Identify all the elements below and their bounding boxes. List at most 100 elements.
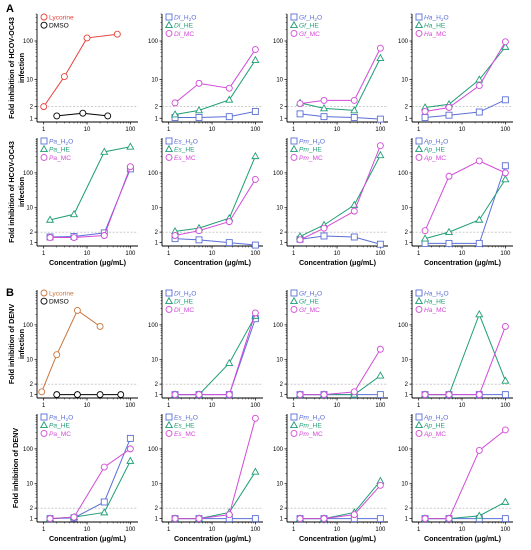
- data-point: [100, 147, 109, 155]
- legend-marker: [40, 137, 48, 145]
- data-point: [350, 207, 358, 215]
- x-tick-label: 10: [84, 403, 91, 409]
- data-point: [126, 456, 135, 464]
- data-point: [195, 113, 203, 121]
- data-point: [251, 55, 260, 63]
- legend-entry: Dl_MC: [165, 29, 194, 38]
- legend-marker: [414, 296, 424, 305]
- x-axis-label: Concentration (μg/mL): [424, 534, 502, 543]
- data-point: [113, 30, 121, 38]
- y-tick-label: 100: [273, 171, 284, 177]
- legend-label: Es_HE: [174, 423, 195, 430]
- x-tick-label: 1: [42, 527, 46, 533]
- y-axis-label: Fold inhibition of HCOV-OC43: [7, 141, 16, 243]
- y-tick-label: 1: [280, 517, 284, 523]
- legend-entry: Gf_MC: [290, 305, 320, 314]
- x-tick-label: 100: [250, 127, 261, 133]
- data-point: [194, 106, 204, 114]
- y-tick-label: 2: [405, 382, 409, 388]
- data-point: [445, 391, 453, 399]
- legend-entry: Es_HE: [164, 144, 195, 154]
- x-tick-label: 100: [250, 251, 261, 257]
- x-tick-label: 10: [459, 127, 466, 133]
- legend-marker: [40, 413, 48, 421]
- legend-label: Es_H2O: [174, 138, 198, 146]
- legend-label: Dl_MC: [174, 307, 194, 314]
- legend-label: Lycorine: [49, 290, 74, 297]
- y-tick-label: 2: [280, 506, 284, 512]
- data-point: [376, 371, 385, 379]
- y-tick-label: 10: [401, 482, 408, 488]
- legend-entry: Gf_HE: [289, 296, 319, 306]
- legend-marker: [290, 13, 298, 21]
- series-line-di_h2o: [175, 110, 256, 118]
- data-point: [501, 323, 509, 330]
- section-letter-b: B: [6, 287, 14, 299]
- data-point: [73, 391, 81, 399]
- data-point: [376, 115, 384, 123]
- data-point: [100, 232, 108, 239]
- y-tick-label: 2: [280, 382, 284, 388]
- series-line-pa_mc: [50, 166, 131, 239]
- legend-entry: Gf_HE: [289, 20, 319, 30]
- data-point: [296, 515, 304, 523]
- legend-label: Gf_HE: [299, 23, 319, 30]
- x-tick-label: 100: [500, 251, 511, 257]
- legend-label: Ap_MC: [423, 431, 446, 438]
- legend-label: Dl_HE: [174, 299, 194, 306]
- legend-marker: [164, 144, 174, 153]
- x-tick-label: 100: [250, 403, 261, 409]
- data-point: [445, 515, 453, 523]
- legend-marker: [289, 20, 299, 29]
- legend-label: Es_MC: [174, 155, 196, 162]
- series-line-pm_mc: [299, 145, 381, 241]
- legend-entry: Ha_MC: [415, 29, 447, 38]
- legend-marker: [290, 29, 298, 37]
- x-tick-label: 10: [209, 527, 216, 533]
- legend-marker: [415, 137, 423, 145]
- y-tick-label: 2: [405, 105, 409, 111]
- data-point: [320, 113, 328, 121]
- data-point: [501, 175, 510, 183]
- data-point: [79, 109, 87, 117]
- legend-entry: Dl_H2O: [165, 289, 196, 298]
- y-tick-label: 1: [155, 116, 159, 122]
- data-point: [320, 391, 328, 399]
- x-tick-label: 1: [292, 127, 296, 133]
- data-point: [171, 99, 179, 107]
- legend-label: Gf_HE: [299, 299, 319, 306]
- series-line-pm_he: [300, 480, 381, 520]
- legend-label: Dl_H2O: [174, 290, 196, 298]
- data-point: [445, 239, 453, 247]
- data-point: [501, 515, 509, 523]
- legend-marker: [40, 289, 48, 297]
- y-tick-label: 2: [155, 506, 159, 512]
- y-tick-label: 2: [30, 230, 34, 236]
- data-point: [83, 34, 91, 42]
- y-tick-label: 10: [276, 358, 283, 364]
- legend-label: Lycorine: [49, 14, 74, 21]
- y-tick-label: 100: [148, 171, 159, 177]
- data-point: [320, 515, 328, 523]
- legend-entry: Ha_H2O: [415, 289, 449, 298]
- x-axis-label: Concentration (μg/mL): [424, 258, 502, 267]
- series-line-pm_mc: [300, 485, 381, 520]
- series-line-es_he: [174, 156, 256, 232]
- legend-marker: [39, 144, 49, 153]
- data-point: [376, 391, 384, 399]
- legend-label: Pa_MC: [49, 155, 71, 162]
- legend-marker: [415, 29, 423, 37]
- data-point: [376, 481, 384, 489]
- data-point: [171, 391, 179, 399]
- data-point: [126, 142, 135, 150]
- legend-marker: [40, 21, 48, 29]
- data-point: [225, 113, 233, 121]
- x-tick-label: 100: [375, 251, 386, 257]
- x-tick-label: 10: [334, 251, 341, 257]
- data-point: [445, 111, 453, 119]
- data-point: [445, 104, 453, 111]
